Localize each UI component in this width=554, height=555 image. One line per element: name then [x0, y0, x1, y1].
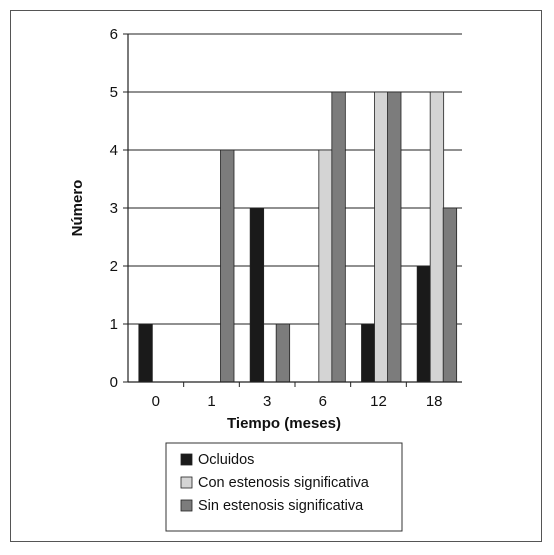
bar-con-estenosis-significativa-12 — [374, 91, 389, 383]
bar-ocluidos-18 — [416, 265, 432, 383]
y-tick-label: 5 — [110, 84, 118, 101]
y-tick-labels: 0 1 2 3 4 5 6 — [110, 26, 118, 391]
bar-sin-estenosis-significativa-6 — [331, 91, 346, 383]
axes — [123, 33, 462, 387]
legend-swatch — [180, 499, 193, 512]
y-axis-label: Número — [69, 180, 86, 237]
y-tick-label: 1 — [110, 316, 118, 333]
legend-label: Con estenosis significativa — [198, 475, 370, 491]
y-tick-label: 0 — [110, 374, 118, 391]
bar-sin-estenosis-significativa-3 — [275, 323, 291, 383]
bar-ocluidos-12 — [361, 323, 376, 383]
y-tick-label: 2 — [110, 258, 118, 275]
bar-con-estenosis-significativa-6 — [318, 149, 333, 383]
legend-swatch — [180, 476, 193, 489]
legend-box — [165, 442, 403, 532]
x-tick-label: 3 — [263, 393, 271, 410]
bar-sin-estenosis-significativa-1 — [220, 149, 235, 383]
legend: Ocluidos Con estenosis significativa Sin e… — [165, 442, 403, 532]
x-axis-label: Tiempo (meses) — [227, 415, 341, 432]
y-tick-label: 6 — [110, 26, 118, 43]
x-tick-label: 6 — [319, 393, 327, 410]
y-tick-label: 4 — [110, 142, 118, 159]
bar-ocluidos-3 — [249, 207, 265, 383]
bar-con-estenosis-significativa-18 — [429, 91, 445, 383]
legend-label: Ocluidos — [198, 452, 254, 468]
gridlines — [128, 33, 462, 325]
y-tick-label: 3 — [110, 200, 118, 217]
legend-swatch — [180, 453, 193, 466]
bars — [138, 91, 458, 383]
x-tick-labels: 0 1 3 6 12 18 — [152, 393, 443, 410]
legend-label: Sin estenosis significativa — [198, 498, 364, 514]
bar-sin-estenosis-significativa-18 — [442, 207, 458, 383]
x-tick-label: 12 — [370, 393, 387, 410]
bar-sin-estenosis-significativa-12 — [387, 91, 402, 383]
x-tick-label: 18 — [426, 393, 443, 410]
x-tick-label: 0 — [152, 393, 160, 410]
x-tick-label: 1 — [207, 393, 215, 410]
bar-ocluidos-0 — [138, 323, 153, 383]
